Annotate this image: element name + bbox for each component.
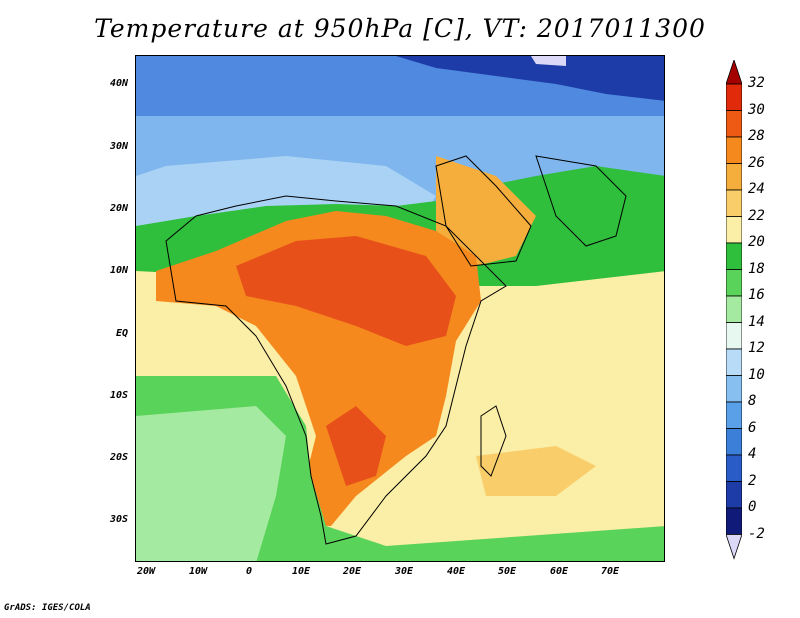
colorbar-tick-label: 30 <box>748 101 765 118</box>
colorbar-tick-label: 32 <box>748 75 765 91</box>
lon-label-10e: 10E <box>291 566 311 577</box>
lon-label-60e: 60E <box>549 566 569 577</box>
colorbar-segment <box>726 428 742 456</box>
colorbar-segment <box>726 322 742 350</box>
lat-label-30s: 30S <box>109 514 128 525</box>
colorbar-tick-label: 24 <box>748 181 765 197</box>
lon-label-20w: 20W <box>136 566 156 577</box>
colorbar-tick-label: 16 <box>748 287 765 303</box>
south-atlantic-cool <box>136 406 286 561</box>
colorbar-tick-label: 26 <box>748 154 765 171</box>
colorbar-tick-label: 22 <box>748 207 765 224</box>
lat-label-40n: 40N <box>109 78 128 89</box>
colorbar-tick-label: 28 <box>748 128 765 144</box>
colorbar-tick-label: 4 <box>748 446 757 462</box>
colorbar-bottom-arrow <box>726 534 742 560</box>
coastline-outline <box>165 155 627 545</box>
colorbar-tick-label: 6 <box>748 419 757 436</box>
colorbar-segment <box>726 481 742 509</box>
footer-credit: GrADS: IGES/COLA <box>4 603 91 613</box>
arabia-warm <box>436 156 536 266</box>
colorbar-tick-label: 14 <box>748 313 765 330</box>
colorbar-tick-label: 10 <box>748 366 765 383</box>
colorbar-tick-label: 0 <box>748 499 757 515</box>
colorbar-segment <box>726 348 742 376</box>
sahel-hot-core <box>236 236 456 346</box>
lon-label-50e: 50E <box>497 566 517 577</box>
colorbar <box>726 60 742 560</box>
colorbar-segment <box>726 83 742 111</box>
colorbar-segment <box>726 136 742 164</box>
colorbar-segment <box>726 269 742 297</box>
colorbar-segment <box>726 375 742 403</box>
colorbar-segment <box>726 189 742 217</box>
lat-label-20n: 20N <box>109 203 128 214</box>
colorbar-tick-label: 12 <box>748 340 765 356</box>
temperature-map <box>136 56 664 561</box>
lat-label-eq: EQ <box>115 328 128 339</box>
coldest-patch <box>531 56 566 66</box>
colorbar-tick-label: 18 <box>748 260 765 277</box>
colorbar-segment <box>726 242 742 270</box>
colorbar-segment <box>726 163 742 191</box>
colorbar-tick-label: 20 <box>748 234 765 250</box>
colorbar-segment <box>726 401 742 429</box>
map-panel <box>135 55 665 562</box>
mozambique-channel-warm <box>476 446 596 496</box>
lon-label-20e: 20E <box>342 566 362 577</box>
far-north-cold <box>396 56 664 101</box>
colorbar-tick-label: 8 <box>748 393 757 409</box>
lat-label-20s: 20S <box>109 452 128 463</box>
colorbar-segment <box>726 507 742 535</box>
colorbar-top-arrow <box>726 60 742 85</box>
lon-label-0: 0 <box>245 566 253 577</box>
lat-label-10n: 10N <box>109 265 128 276</box>
lon-label-70e: 70E <box>600 566 620 577</box>
colorbar-tick-label: -2 <box>748 525 765 542</box>
page-title: Temperature at 950hPa [C], VT: 201701130… <box>94 14 706 43</box>
colorbar-tick-label: 2 <box>748 472 757 489</box>
lat-label-10s: 10S <box>109 390 128 401</box>
colorbar-segment <box>726 295 742 323</box>
colorbar-segment <box>726 454 742 482</box>
lon-label-40e: 40E <box>446 566 466 577</box>
lon-label-30e: 30E <box>394 566 414 577</box>
kalahari-hot <box>326 406 386 486</box>
lat-label-30n: 30N <box>109 141 128 152</box>
lon-label-10w: 10W <box>188 566 208 577</box>
colorbar-segment <box>726 216 742 244</box>
colorbar-segment <box>726 110 742 138</box>
